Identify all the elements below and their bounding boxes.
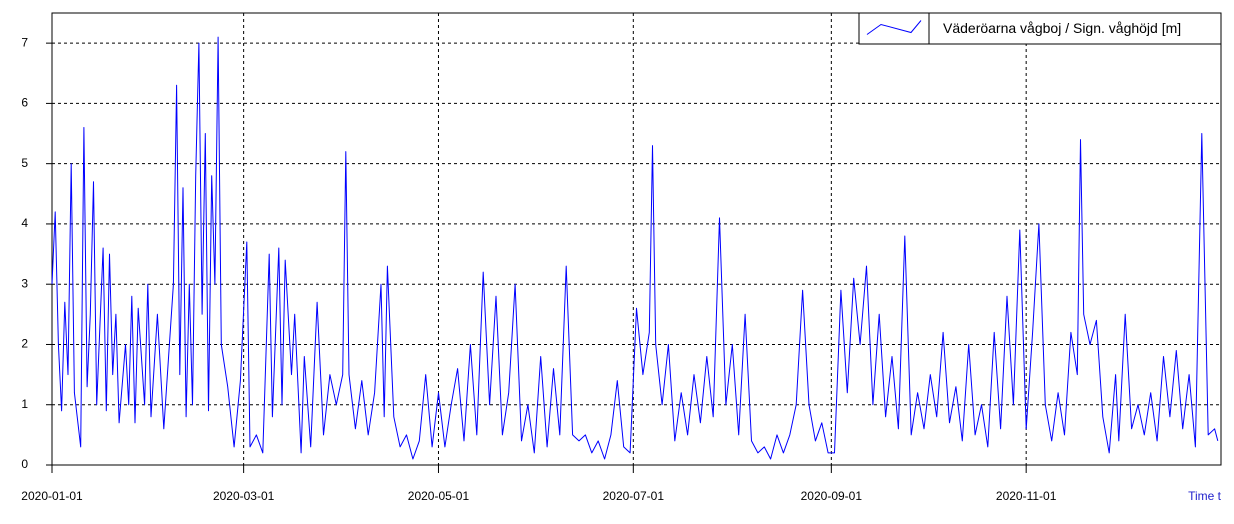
x-tick-label: 2020-01-01 xyxy=(21,489,83,503)
y-tick-label: 0 xyxy=(21,457,28,471)
x-tick-label: 2020-07-01 xyxy=(603,489,665,503)
y-tick-label: 7 xyxy=(21,35,28,49)
x-tick-label: 2020-09-01 xyxy=(801,489,863,503)
legend-swatch xyxy=(866,20,922,35)
y-tick-label: 4 xyxy=(21,216,28,230)
y-tick-label: 1 xyxy=(21,397,28,411)
y-tick-label: 6 xyxy=(21,96,28,110)
x-tick-label: 2020-03-01 xyxy=(213,489,275,503)
plot-frame xyxy=(51,12,1222,466)
y-tick-label: 5 xyxy=(21,156,28,170)
x-tick-label: 2020-11-01 xyxy=(996,489,1057,503)
x-tick-label: 2020-05-01 xyxy=(408,489,470,503)
data-line xyxy=(51,36,1219,460)
legend-label: Väderöarna vågboj / Sign. våghöjd [m] xyxy=(943,20,1181,36)
legend-box xyxy=(858,12,1222,45)
y-tick-label: 2 xyxy=(21,337,28,351)
x-axis-label: Time t xyxy=(1188,489,1222,503)
y-tick-label: 3 xyxy=(21,276,28,290)
